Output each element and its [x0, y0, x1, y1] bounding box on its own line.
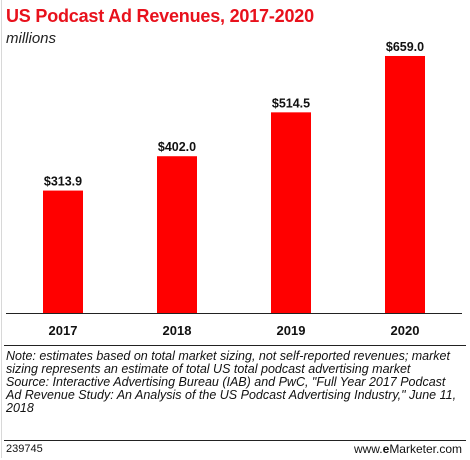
- x-tick-label-2020: 2020: [391, 323, 420, 338]
- footer-rule: [4, 440, 466, 441]
- note-text: Note: estimates based on total market si…: [6, 349, 450, 376]
- bar-2019: [271, 112, 311, 313]
- chart-title: US Podcast Ad Revenues, 2017-2020: [6, 6, 314, 26]
- bar-2020: [385, 55, 425, 314]
- data-label-2018: $402.0: [158, 140, 196, 154]
- bar-2018: [157, 156, 197, 313]
- data-label-2017: $313.9: [44, 175, 82, 189]
- chart-subtitle: millions: [6, 30, 57, 47]
- x-tick-label-2018: 2018: [163, 323, 192, 338]
- brand-logo: www.eMarketer.com: [353, 442, 462, 456]
- source-text: Source: Interactive Advertising Bureau (…: [6, 375, 457, 415]
- chart-id: 239745: [6, 443, 43, 455]
- x-tick-label-2019: 2019: [277, 323, 306, 338]
- bar-chart: $313.9 2017 $402.0 2018 $514.5 2019 $659.0 2020: [6, 40, 462, 338]
- notes-block: Note: estimates based on total market si…: [6, 350, 462, 415]
- notes-top-rule: [4, 345, 466, 346]
- bar-2017: [43, 190, 83, 313]
- data-label-2019: $514.5: [272, 96, 310, 110]
- data-label-2020: $659.0: [386, 40, 424, 54]
- x-tick-label-2017: 2017: [49, 323, 78, 338]
